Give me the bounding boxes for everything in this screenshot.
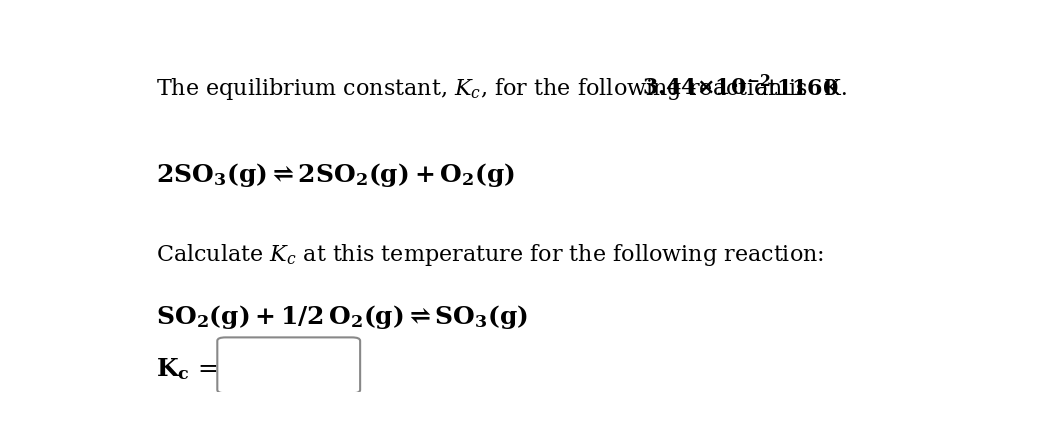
Text: at: at (748, 78, 784, 100)
FancyBboxPatch shape (217, 337, 360, 393)
Text: $\mathbf{2SO_3(g) \rightleftharpoons 2SO_2(g) + O_2(g)}$: $\mathbf{2SO_3(g) \rightleftharpoons 2SO… (156, 161, 515, 189)
Text: $\mathbf{K_c}$ =: $\mathbf{K_c}$ = (156, 356, 218, 382)
Text: K.: K. (817, 78, 848, 100)
Text: $\mathbf{3.44{\times}10^{-2}}$: $\mathbf{3.44{\times}10^{-2}}$ (642, 75, 771, 100)
Text: $\mathbf{1160}$: $\mathbf{1160}$ (776, 78, 839, 100)
Text: $\mathbf{SO_2(g) + 1/2\,O_2(g) \rightleftharpoons SO_3(g)}$: $\mathbf{SO_2(g) + 1/2\,O_2(g) \rightlef… (156, 303, 529, 331)
Text: Calculate $K_c$ at this temperature for the following reaction:: Calculate $K_c$ at this temperature for … (156, 242, 824, 268)
Text: The equilibrium constant, $K_c$, for the following reaction is: The equilibrium constant, $K_c$, for the… (156, 76, 810, 102)
